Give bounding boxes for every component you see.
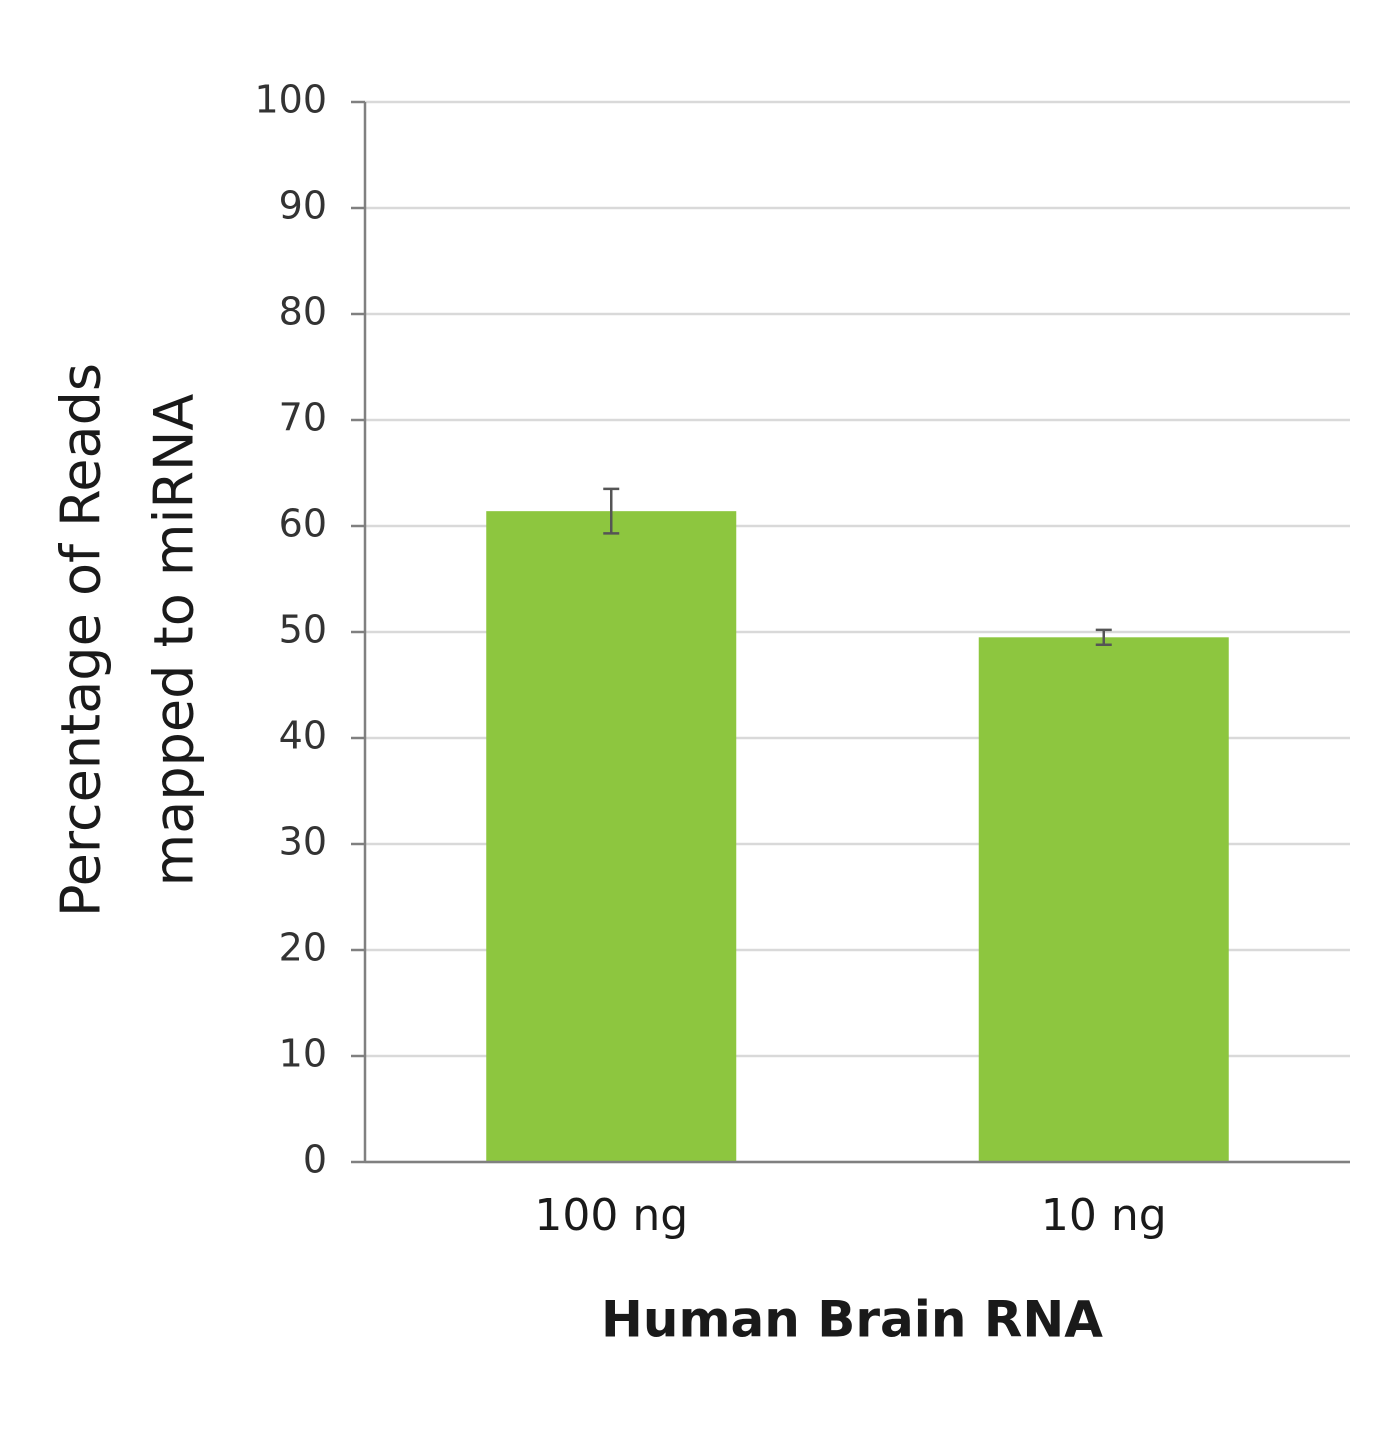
y-axis-title: mapped to miRNA (143, 394, 206, 887)
y-tick-label: 10 (279, 1032, 327, 1076)
y-tick-label: 80 (279, 290, 327, 334)
y-tick-label: 0 (303, 1138, 327, 1182)
y-tick-label: 70 (279, 396, 327, 440)
y-tick-label: 20 (279, 926, 327, 970)
y-axis-title: Percentage of Reads (50, 363, 113, 917)
y-tick-label: 30 (279, 820, 327, 864)
y-tick-label: 60 (279, 502, 327, 546)
y-tick-label: 50 (279, 608, 327, 652)
error-bar (1095, 628, 1112, 646)
bar (486, 511, 737, 1162)
y-tick-label: 100 (254, 78, 327, 122)
x-tick-label: 100 ng (534, 1190, 688, 1241)
x-axis-title: Human Brain RNA (601, 1291, 1103, 1349)
x-tick-label: 10 ng (1041, 1190, 1167, 1241)
y-tick-label: 90 (279, 184, 327, 228)
bar (978, 637, 1229, 1162)
error-bar (603, 487, 620, 535)
y-tick-label: 40 (279, 714, 327, 758)
